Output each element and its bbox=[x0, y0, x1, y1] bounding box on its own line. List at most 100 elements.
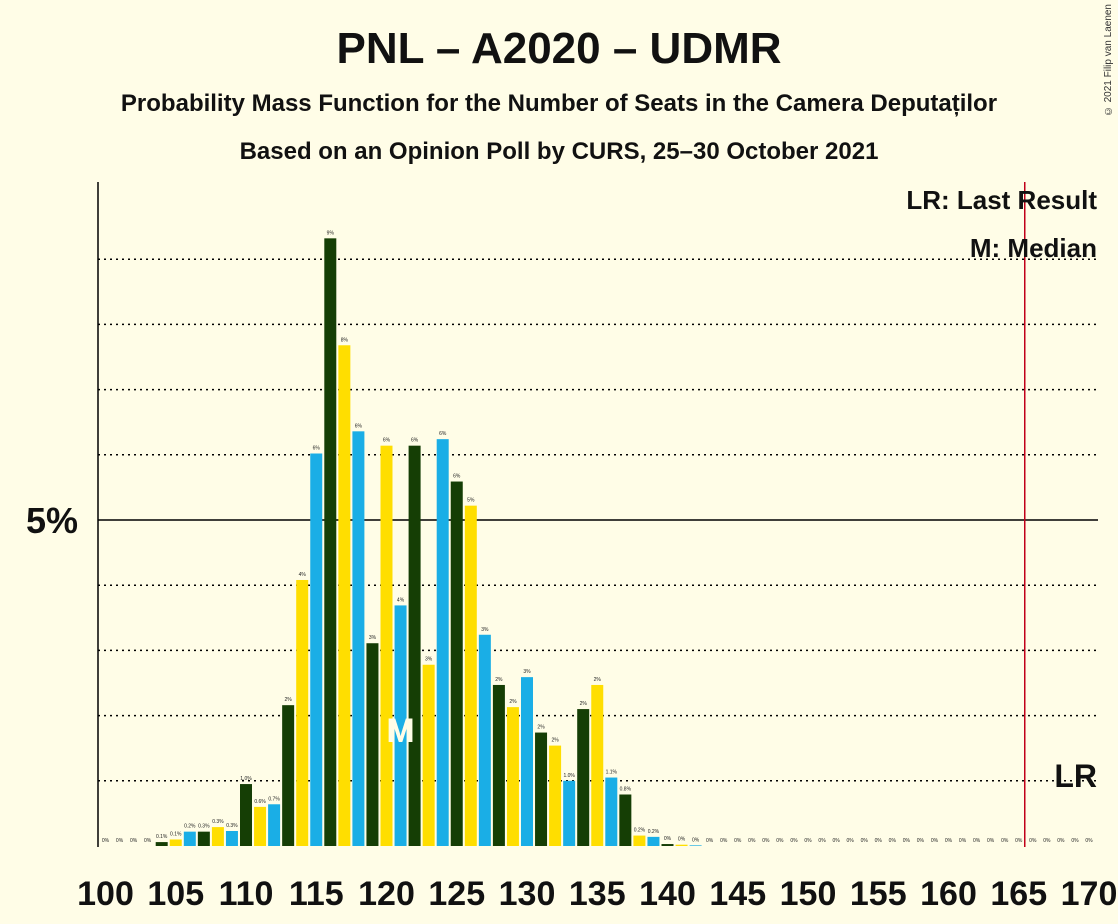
bar-value-label: 0% bbox=[847, 838, 855, 844]
bar-value-label: 0% bbox=[917, 838, 925, 844]
bar bbox=[506, 707, 519, 846]
x-tick-label: 125 bbox=[428, 875, 485, 913]
bar-value-label: 0% bbox=[903, 838, 911, 844]
bar bbox=[324, 238, 337, 846]
bar bbox=[155, 842, 168, 846]
bar bbox=[549, 745, 562, 846]
bar-value-label: 0% bbox=[1057, 838, 1065, 844]
bar bbox=[380, 445, 393, 846]
bar-value-label: 6% bbox=[383, 438, 391, 444]
bar-value-label: 3% bbox=[481, 627, 489, 633]
bar-value-label: 6% bbox=[411, 438, 419, 444]
bar-value-label: 2% bbox=[551, 738, 559, 744]
bar-value-label: 0.2% bbox=[648, 829, 660, 835]
bar bbox=[535, 732, 548, 846]
bar-value-label: 3% bbox=[523, 669, 531, 675]
bar bbox=[240, 784, 252, 846]
x-tick-label: 140 bbox=[639, 875, 696, 913]
bar-value-label: 0% bbox=[973, 838, 981, 844]
bar-value-label: 1.1% bbox=[606, 770, 618, 776]
y-tick-label: 5% bbox=[26, 500, 78, 541]
median-marker: M bbox=[386, 712, 414, 750]
bar-value-label: 0.3% bbox=[198, 824, 210, 830]
bar bbox=[464, 505, 477, 846]
bar-value-label: 2% bbox=[509, 699, 517, 705]
bar bbox=[268, 804, 281, 846]
bar bbox=[225, 831, 238, 846]
bar bbox=[296, 579, 309, 846]
bar bbox=[211, 827, 224, 846]
bar-value-label: 0% bbox=[818, 838, 826, 844]
bar-value-label: 0% bbox=[1071, 838, 1079, 844]
x-tick-label: 110 bbox=[219, 875, 274, 913]
bar bbox=[254, 806, 267, 846]
bar bbox=[183, 831, 196, 846]
bar-value-label: 0.3% bbox=[226, 823, 238, 829]
bar-value-label: 0% bbox=[776, 838, 784, 844]
bar-value-label: 0% bbox=[102, 838, 110, 844]
bar-value-label: 9% bbox=[327, 230, 335, 236]
x-tick-label: 160 bbox=[920, 875, 977, 913]
bar bbox=[408, 445, 421, 846]
bar-value-label: 0.1% bbox=[156, 834, 168, 840]
bar-value-label: 0% bbox=[804, 838, 812, 844]
chart-subtitle-2: Based on an Opinion Poll by CURS, 25–30 … bbox=[239, 138, 879, 165]
x-tick-label: 145 bbox=[709, 875, 766, 913]
bar-value-label: 2% bbox=[580, 701, 588, 707]
bar-value-label: 0% bbox=[706, 838, 714, 844]
x-tick-label: 120 bbox=[358, 875, 415, 913]
bar-value-label: 0% bbox=[664, 836, 672, 842]
x-tick-label: 105 bbox=[147, 875, 204, 913]
bar-value-label: 6% bbox=[453, 474, 461, 480]
x-tick-label: 150 bbox=[780, 875, 837, 913]
bar-value-label: 4% bbox=[299, 572, 307, 578]
bar-value-label: 0.1% bbox=[170, 831, 182, 837]
bar-value-label: 0.6% bbox=[254, 799, 266, 805]
bar-value-label: 0% bbox=[1015, 838, 1023, 844]
bar bbox=[422, 664, 435, 846]
bar-value-label: 0% bbox=[734, 838, 742, 844]
bar-value-label: 0.8% bbox=[620, 786, 632, 792]
bar-value-label: 2% bbox=[285, 697, 293, 703]
bar-value-label: 0% bbox=[1085, 838, 1093, 844]
bar-value-label: 2% bbox=[594, 677, 602, 683]
bar-value-label: 0% bbox=[762, 838, 770, 844]
bar-value-label: 0% bbox=[720, 838, 728, 844]
legend-median: M: Median bbox=[970, 233, 1097, 263]
bar bbox=[169, 839, 182, 846]
bar-value-label: 8% bbox=[341, 337, 349, 343]
legend-last-result: LR: Last Result bbox=[906, 185, 1097, 215]
bar-value-label: 6% bbox=[313, 445, 321, 451]
bar-value-label: 0.7% bbox=[268, 796, 280, 802]
bar-value-label: 0% bbox=[692, 837, 700, 843]
bar bbox=[197, 831, 210, 846]
bar bbox=[282, 705, 295, 846]
x-tick-label: 135 bbox=[569, 875, 626, 913]
bar-value-label: 0% bbox=[748, 838, 756, 844]
bar-value-label: 4% bbox=[397, 597, 405, 603]
last-result-label: LR bbox=[1054, 758, 1097, 794]
bar-value-label: 0.2% bbox=[634, 828, 646, 834]
bar-value-label: 0% bbox=[116, 838, 124, 844]
bar bbox=[647, 836, 660, 846]
bar bbox=[521, 677, 533, 846]
x-tick-label: 165 bbox=[990, 875, 1047, 913]
bar-value-label: 2% bbox=[537, 725, 545, 731]
bar bbox=[436, 439, 449, 846]
bar-value-label: 0% bbox=[959, 838, 967, 844]
bar bbox=[450, 481, 463, 846]
bar bbox=[605, 777, 618, 846]
bar bbox=[352, 431, 365, 846]
bar bbox=[591, 684, 604, 846]
bar-value-label: 5% bbox=[467, 498, 475, 504]
bar bbox=[675, 844, 688, 846]
bar-value-label: 3% bbox=[369, 635, 377, 641]
bar-value-label: 0% bbox=[861, 838, 869, 844]
bar bbox=[563, 780, 576, 846]
bar-value-label: 0% bbox=[931, 838, 939, 844]
bar-value-label: 0% bbox=[678, 837, 686, 843]
bar bbox=[366, 643, 379, 846]
bar-value-label: 0.3% bbox=[212, 819, 224, 825]
bar bbox=[492, 684, 505, 846]
